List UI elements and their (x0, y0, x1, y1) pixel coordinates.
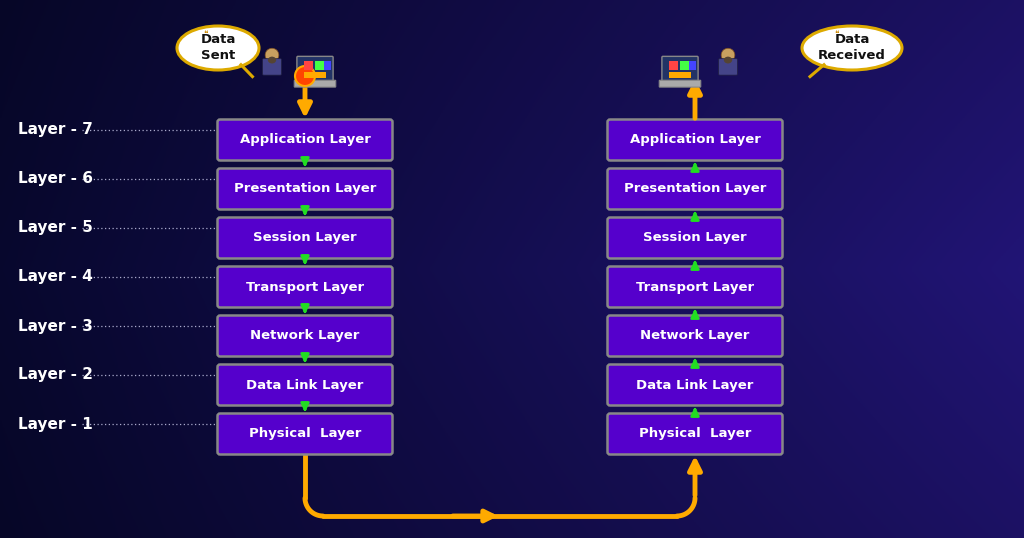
Text: Transport Layer: Transport Layer (246, 280, 365, 294)
FancyBboxPatch shape (262, 59, 282, 75)
Ellipse shape (268, 56, 276, 63)
Ellipse shape (724, 56, 732, 63)
FancyBboxPatch shape (217, 315, 392, 357)
FancyBboxPatch shape (607, 315, 782, 357)
Text: Application Layer: Application Layer (240, 133, 371, 146)
Text: Session Layer: Session Layer (643, 231, 746, 244)
Text: ❝: ❝ (835, 30, 840, 38)
Circle shape (295, 66, 315, 86)
Text: Application Layer: Application Layer (630, 133, 761, 146)
Text: Data
Received: Data Received (818, 33, 886, 62)
Text: Physical  Layer: Physical Layer (639, 428, 752, 441)
FancyBboxPatch shape (217, 365, 392, 406)
Text: Presentation Layer: Presentation Layer (233, 182, 376, 195)
FancyBboxPatch shape (607, 168, 782, 209)
Text: Network Layer: Network Layer (640, 329, 750, 343)
Text: ❝: ❝ (204, 30, 208, 38)
FancyBboxPatch shape (607, 266, 782, 308)
Text: Session Layer: Session Layer (253, 231, 356, 244)
FancyBboxPatch shape (669, 72, 691, 79)
FancyBboxPatch shape (680, 61, 689, 69)
FancyBboxPatch shape (217, 414, 392, 455)
Text: Layer - 1: Layer - 1 (18, 416, 93, 431)
Text: Layer - 7: Layer - 7 (18, 123, 93, 138)
FancyBboxPatch shape (669, 61, 678, 69)
FancyBboxPatch shape (324, 61, 331, 69)
Text: Layer - 4: Layer - 4 (18, 270, 93, 285)
Text: Layer - 3: Layer - 3 (18, 318, 93, 334)
FancyBboxPatch shape (719, 59, 737, 75)
FancyBboxPatch shape (217, 168, 392, 209)
FancyBboxPatch shape (217, 266, 392, 308)
FancyBboxPatch shape (304, 61, 312, 69)
FancyBboxPatch shape (315, 61, 324, 69)
FancyBboxPatch shape (607, 365, 782, 406)
FancyBboxPatch shape (662, 56, 698, 82)
Text: Layer - 2: Layer - 2 (18, 367, 93, 383)
FancyBboxPatch shape (217, 217, 392, 258)
Text: Data Link Layer: Data Link Layer (636, 379, 754, 392)
Text: Data
Sent: Data Sent (201, 33, 236, 62)
Text: Physical  Layer: Physical Layer (249, 428, 361, 441)
FancyBboxPatch shape (607, 119, 782, 160)
Circle shape (721, 48, 735, 62)
Text: Data Link Layer: Data Link Layer (247, 379, 364, 392)
FancyBboxPatch shape (689, 61, 695, 69)
FancyBboxPatch shape (217, 119, 392, 160)
FancyBboxPatch shape (607, 414, 782, 455)
FancyBboxPatch shape (607, 217, 782, 258)
FancyBboxPatch shape (297, 56, 333, 82)
Text: Transport Layer: Transport Layer (636, 280, 754, 294)
Text: Layer - 5: Layer - 5 (18, 221, 93, 236)
Text: Presentation Layer: Presentation Layer (624, 182, 766, 195)
FancyBboxPatch shape (659, 80, 700, 87)
Ellipse shape (802, 26, 902, 70)
Ellipse shape (177, 26, 259, 70)
Text: Layer - 6: Layer - 6 (18, 172, 93, 187)
FancyBboxPatch shape (294, 80, 336, 87)
Text: Network Layer: Network Layer (250, 329, 359, 343)
FancyBboxPatch shape (304, 72, 327, 79)
Circle shape (265, 48, 279, 62)
